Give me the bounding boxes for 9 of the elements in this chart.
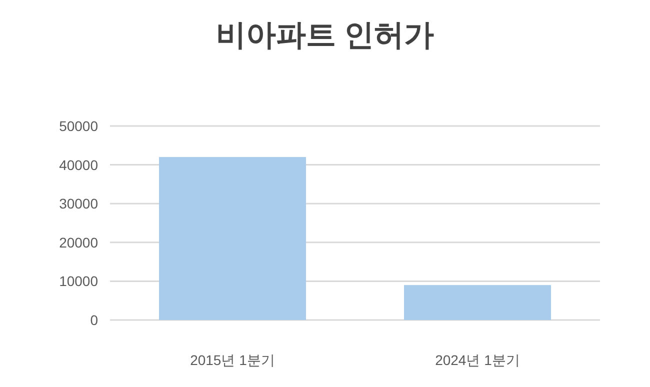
x-tick: 2024년 1분기 <box>435 352 520 368</box>
y-tick: 40000 <box>59 156 98 173</box>
title: 비아파트 인허가 <box>216 19 434 52</box>
y-tick: 20000 <box>59 234 98 250</box>
y-tick: 10000 <box>59 273 98 290</box>
y-tick: 50000 <box>59 118 98 134</box>
y-tick: 30000 <box>59 196 98 212</box>
y-tick: 0 <box>90 312 98 328</box>
x-tick: 2015년 1분기 <box>190 352 275 368</box>
